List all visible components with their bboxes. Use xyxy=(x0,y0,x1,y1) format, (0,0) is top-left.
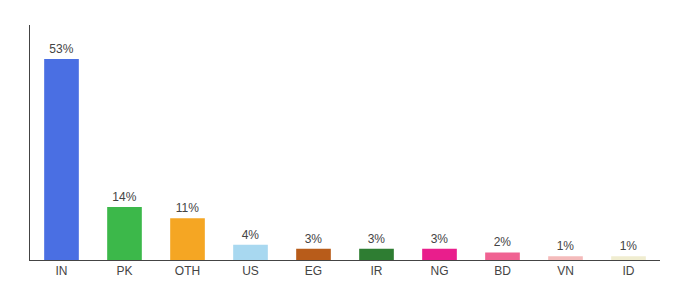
svg-text:1%: 1% xyxy=(557,239,575,253)
svg-text:53%: 53% xyxy=(49,42,73,56)
svg-text:2%: 2% xyxy=(494,235,512,249)
svg-text:1%: 1% xyxy=(620,239,638,253)
svg-text:3%: 3% xyxy=(368,232,386,246)
svg-text:3%: 3% xyxy=(305,232,323,246)
svg-text:IR: IR xyxy=(371,264,383,278)
svg-text:NG: NG xyxy=(431,264,449,278)
svg-text:IN: IN xyxy=(56,264,68,278)
svg-text:4%: 4% xyxy=(242,228,260,242)
svg-text:OTH: OTH xyxy=(175,264,200,278)
svg-text:EG: EG xyxy=(305,264,322,278)
svg-text:ID: ID xyxy=(623,264,635,278)
svg-text:3%: 3% xyxy=(431,232,449,246)
svg-text:14%: 14% xyxy=(112,190,136,204)
svg-text:BD: BD xyxy=(494,264,511,278)
svg-text:11%: 11% xyxy=(176,201,199,215)
svg-text:VN: VN xyxy=(557,264,574,278)
svg-text:US: US xyxy=(242,264,259,278)
svg-text:PK: PK xyxy=(116,264,132,278)
